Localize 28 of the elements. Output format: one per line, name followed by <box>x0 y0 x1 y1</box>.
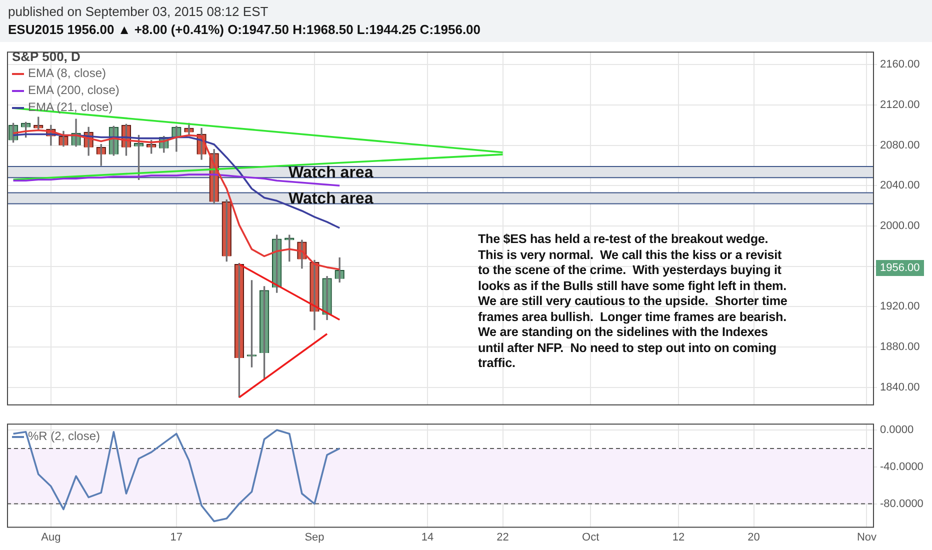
band-label: Watch area <box>288 190 374 208</box>
legend-label: EMA (8, close) <box>28 66 106 80</box>
y-tick-label: 1880.00 <box>880 340 920 353</box>
y-tick-label: 2120.00 <box>880 99 920 112</box>
y-tick-label: 1920.00 <box>880 300 920 313</box>
x-tick-label: Aug <box>41 531 61 544</box>
y-tick-label: 2000.00 <box>880 220 920 232</box>
y-tick-label: 1840.00 <box>880 381 920 394</box>
x-tick-label: Nov <box>856 531 878 544</box>
x-tick-label: 20 <box>748 531 760 544</box>
legend-label: EMA (200, close) <box>28 83 120 97</box>
y-tick-label: 2080.00 <box>880 139 920 152</box>
y-tick-label: -40.0000 <box>880 460 924 473</box>
y-tick-label: -80.0000 <box>880 498 924 510</box>
chart-subtitle: ESU2015 1956.00 ▲ +8.00 (+0.41%) O:1947.50 H:1968.50 L:1944.25 C:1956.00 <box>8 22 482 37</box>
x-tick-label: 22 <box>496 531 509 544</box>
y-tick-label: 2160.00 <box>880 58 920 71</box>
chart-title: published on September 03, 2015 08:12 EST <box>8 3 270 21</box>
text: The $ES has held a re-test of the breakout wedge. This is very normal. We call this the kiss or a revisit to the scene of the crime. With yesterdays buying it looks as if the Bulls still have some fight left in them. We are still very cautious to the upside. Shorter time frames area bullish. Longer time frames are bearish. We are standing on the sidelines with the Indexes until after NFP. No need to step out into on coming traffic. <box>478 232 788 370</box>
legend-label: %R (2, close) <box>28 429 100 443</box>
x-tick-label: Oct <box>582 531 600 544</box>
x-tick-label: 12 <box>672 531 685 544</box>
x-tick-label: Sep <box>304 531 324 544</box>
y-tick-label: 2040.00 <box>880 180 920 192</box>
text: 1956.00 <box>876 260 924 276</box>
x-tick-label: 17 <box>170 531 183 544</box>
x-tick-label: 14 <box>421 531 434 544</box>
y-tick-label: 0.0000 <box>880 424 914 436</box>
